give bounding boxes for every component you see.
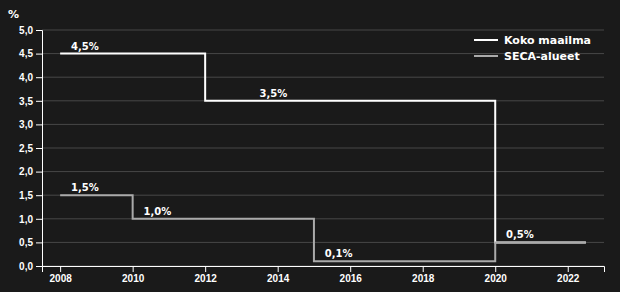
y-tick-label: 4,0 (19, 72, 33, 83)
y-tick: 3,0 (19, 119, 42, 130)
legend-item: SECA-alueet (474, 50, 580, 63)
grid-line (42, 124, 604, 125)
x-tick: 2010 (122, 266, 145, 284)
x-tick-mark (60, 266, 61, 272)
y-tick: 1,0 (19, 214, 42, 225)
y-axis-line (36, 31, 43, 267)
series-line (60, 54, 586, 243)
x-tick: 2012 (195, 266, 218, 284)
x-tick-mark (568, 266, 569, 272)
series-group (60, 54, 586, 262)
y-tick: 5,0 (19, 25, 42, 36)
y-tick-label: 1,5 (19, 190, 33, 201)
y-tick: 0,0 (19, 261, 42, 272)
grid-line (42, 171, 604, 172)
legend-item: Koko maailma (474, 34, 591, 47)
x-tick-label: 2016 (340, 273, 363, 284)
x-tick-label: 2014 (267, 273, 290, 284)
y-tick-label: 1,0 (19, 214, 33, 225)
y-tick-mark (36, 172, 42, 173)
y-axis: 0,0 0,5 1,0 1,5 2,0 2,5 3,0 3,5 4,0 4,5 5,0 (19, 25, 42, 272)
y-tick-label: 0,5 (19, 237, 33, 248)
y-tick-mark (36, 219, 42, 220)
annotation: 0,5% (506, 229, 534, 240)
x-tick: 2020 (485, 266, 508, 284)
annotation: 4,5% (71, 41, 99, 52)
background (0, 0, 620, 292)
grid-line (42, 148, 604, 149)
x-tick-label: 2020 (485, 273, 508, 284)
y-tick-mark (36, 54, 42, 55)
x-tick-label: 2008 (50, 273, 73, 284)
x-axis-line (43, 267, 605, 273)
x-tick: 2018 (412, 266, 435, 284)
annotation: 3,5% (260, 88, 288, 99)
y-tick-label: 2,5 (19, 143, 33, 154)
y-axis-label: % (8, 8, 19, 21)
x-tick-mark (278, 266, 279, 272)
legend: Koko maailma SECA-alueet (474, 34, 591, 63)
annotation: 1,5% (71, 182, 99, 193)
annotation: 0,1% (325, 248, 353, 259)
y-tick: 4,0 (19, 72, 42, 83)
y-tick-label: 3,5 (19, 96, 33, 107)
y-tick: 2,0 (19, 166, 42, 177)
y-tick-mark (36, 195, 42, 196)
annotations: 4,5% 3,5% 0,5% 1,5% 1,0% 0,1% (71, 41, 534, 260)
y-tick-mark (36, 77, 42, 78)
grid (42, 30, 604, 266)
y-tick: 2,5 (19, 143, 42, 154)
y-tick-mark (36, 30, 42, 31)
x-tick-mark (495, 266, 496, 272)
y-tick-label: 3,0 (19, 119, 33, 130)
x-tick: 2016 (340, 266, 363, 284)
grid-line (42, 218, 604, 219)
grid-line (42, 77, 604, 78)
legend-swatch (474, 55, 498, 57)
x-tick: 2008 (50, 266, 73, 284)
chart: 2008 2010 2012 2014 2016 2018 2020 2022 0,0 0,5 1,… (0, 0, 620, 292)
x-axis: 2008 2010 2012 2014 2016 2018 2020 2022 (43, 266, 605, 284)
y-tick-label: 2,0 (19, 166, 33, 177)
y-tick: 3,5 (19, 96, 42, 107)
x-tick-label: 2012 (195, 273, 218, 284)
y-tick-mark (36, 148, 42, 149)
y-tick-mark (36, 101, 42, 102)
y-tick: 1,5 (19, 190, 42, 201)
y-tick-mark (36, 242, 42, 243)
y-tick: 0,5 (19, 237, 42, 248)
y-tick-label: 4,5 (19, 48, 33, 59)
annotation: 1,0% (144, 206, 172, 217)
x-tick: 2014 (267, 266, 290, 284)
legend-swatch (474, 39, 498, 41)
x-tick: 2022 (557, 266, 580, 284)
series-line (60, 195, 586, 261)
x-tick-label: 2010 (122, 273, 145, 284)
y-tick-label: 0,0 (19, 261, 33, 272)
plot: 2008 2010 2012 2014 2016 2018 2020 2022 0,0 0,5 1,… (19, 25, 604, 284)
y-tick-mark (36, 266, 42, 267)
x-tick-mark (133, 266, 134, 272)
y-tick: 4,5 (19, 48, 42, 59)
x-tick-label: 2022 (557, 273, 580, 284)
x-tick-mark (423, 266, 424, 272)
legend-label: Koko maailma (504, 34, 591, 47)
y-tick-label: 5,0 (19, 25, 33, 36)
legend-label: SECA-alueet (504, 50, 580, 63)
x-tick-mark (350, 266, 351, 272)
y-tick-mark (36, 124, 42, 125)
grid-line (42, 30, 604, 31)
x-tick-mark (205, 266, 206, 272)
x-tick-label: 2018 (412, 273, 435, 284)
